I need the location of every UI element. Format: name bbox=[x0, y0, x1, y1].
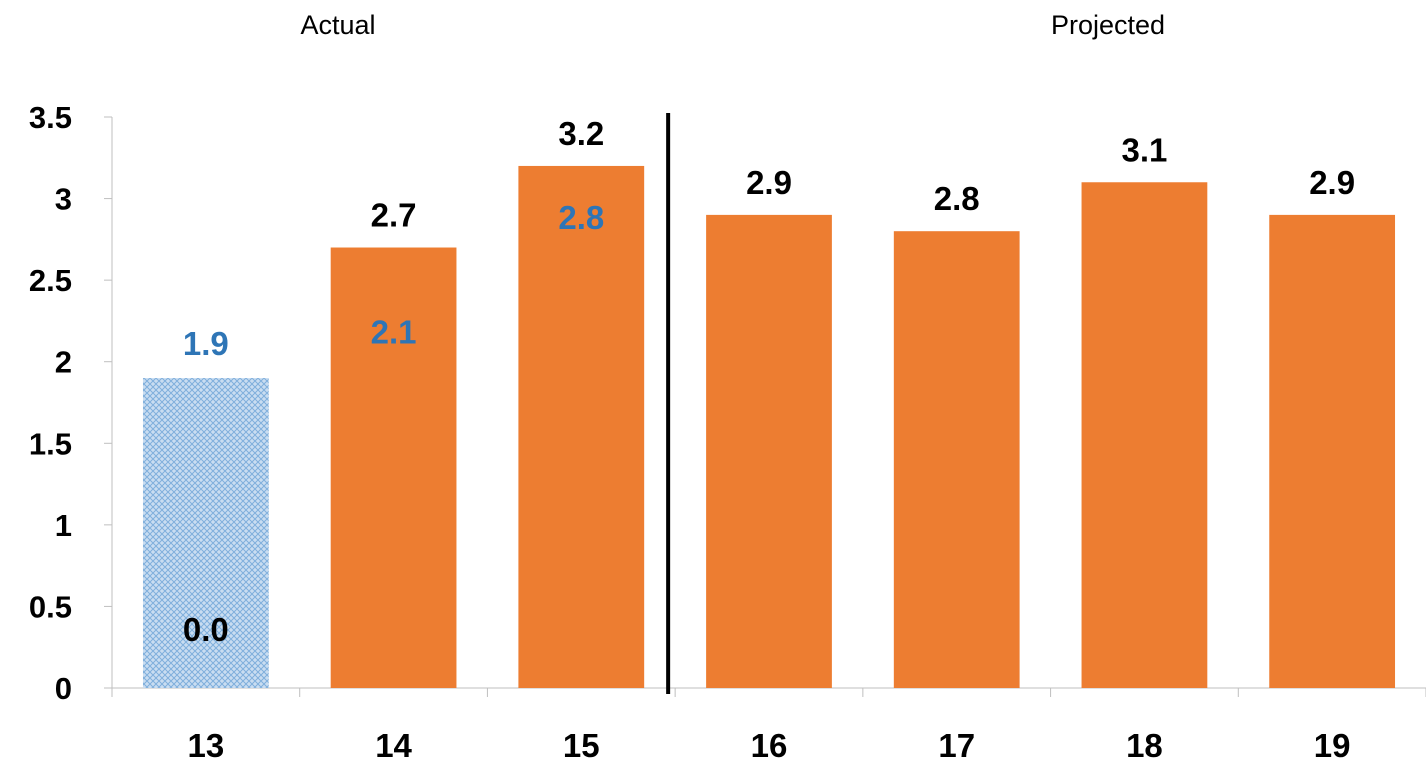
projected-section-label: Projected bbox=[1051, 10, 1165, 40]
y-tick-label: 0.5 bbox=[29, 589, 72, 624]
x-tick-label: 14 bbox=[375, 727, 412, 763]
bar-17 bbox=[893, 231, 1020, 688]
y-tick-label: 3.5 bbox=[29, 100, 72, 135]
actual-section-label: Actual bbox=[300, 10, 375, 40]
inner-label-15: 2.8 bbox=[558, 199, 604, 236]
x-tick-label: 16 bbox=[751, 727, 788, 763]
inner-label-13: 1.9 bbox=[183, 325, 229, 362]
value-label-19: 2.9 bbox=[1309, 164, 1355, 201]
x-tick-label: 15 bbox=[563, 727, 600, 763]
y-tick-label: 2.5 bbox=[29, 263, 72, 298]
axes: 0 0.5 1 1.5 2 2.5 3 3.5 13 14 15 16 17 18 19 bbox=[29, 100, 1426, 763]
bar-18 bbox=[1081, 182, 1208, 688]
y-tick-label: 3 bbox=[55, 182, 72, 217]
bar-15 bbox=[518, 165, 645, 688]
y-tick-label: 0 bbox=[55, 671, 72, 706]
inner-label-14: 2.1 bbox=[371, 313, 417, 350]
x-tick-label: 17 bbox=[938, 727, 975, 763]
value-label-15: 3.2 bbox=[558, 115, 604, 152]
value-label-17: 2.8 bbox=[934, 180, 980, 217]
x-tick-label: 13 bbox=[187, 727, 224, 763]
bar-13 bbox=[142, 378, 269, 688]
bar-16 bbox=[706, 214, 832, 688]
x-tick-label: 19 bbox=[1314, 727, 1351, 763]
y-tick-label: 1.5 bbox=[29, 426, 72, 461]
bar-19 bbox=[1269, 214, 1396, 688]
bars bbox=[142, 165, 1396, 688]
value-label-16: 2.9 bbox=[746, 164, 792, 201]
value-label-13: 0.0 bbox=[183, 611, 229, 648]
data-labels: 0.0 2.7 3.2 2.9 2.8 3.1 2.9 1.9 2.1 2.8 bbox=[183, 115, 1355, 648]
y-tick-label: 2 bbox=[55, 345, 72, 380]
x-tick-label: 18 bbox=[1126, 727, 1163, 763]
bar-14 bbox=[330, 247, 457, 688]
y-tick-label: 1 bbox=[55, 508, 72, 543]
value-label-18: 3.1 bbox=[1121, 131, 1167, 168]
value-label-14: 2.7 bbox=[371, 197, 417, 234]
